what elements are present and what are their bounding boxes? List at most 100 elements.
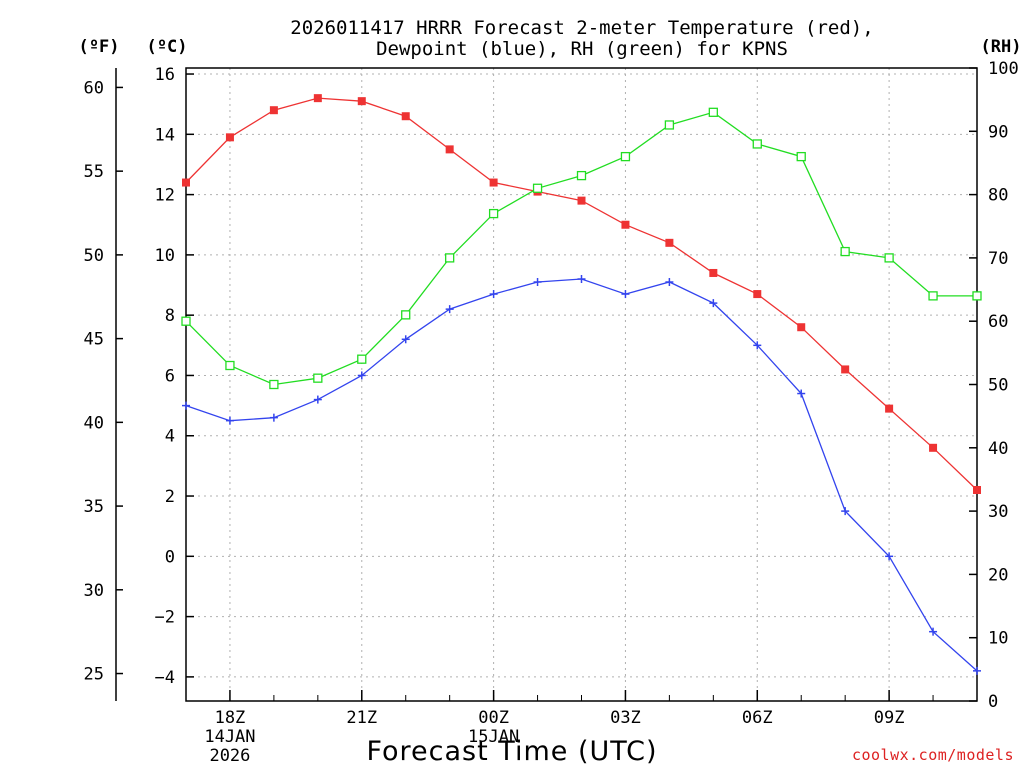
celsius-tick-label: −4 — [155, 668, 175, 688]
fahrenheit-tick-label: 60 — [84, 78, 104, 98]
temperature-point — [973, 486, 981, 494]
fahrenheit-tick-label: 50 — [84, 246, 104, 266]
rh-tick-label: 10 — [988, 629, 1008, 649]
temperature-line — [185, 97, 978, 491]
temperature-point — [401, 112, 410, 121]
x-tick-label: 03Z — [610, 708, 641, 728]
rh-point — [488, 208, 499, 219]
dewpoint-point — [885, 552, 894, 561]
x-tick-date: 15JAN — [468, 727, 519, 747]
rh-tick-label: 90 — [988, 122, 1008, 142]
x-tick-year: 2026 — [209, 746, 250, 766]
rh-point — [620, 151, 631, 162]
dewpoint-point — [401, 335, 410, 344]
x-tick-label: 00Z — [478, 708, 509, 728]
temperature-point — [621, 220, 630, 229]
fahrenheit-tick-label: 40 — [84, 413, 104, 433]
rh-point — [576, 170, 587, 181]
celsius-unit-label: (ºC) — [147, 37, 188, 57]
dewpoint-point — [929, 627, 938, 636]
temperature-point — [665, 238, 674, 247]
dewpoint-point — [753, 341, 762, 350]
temperature-point — [753, 290, 762, 299]
series-layer — [181, 94, 982, 675]
dewpoint-point — [445, 305, 454, 314]
rh-point — [313, 373, 323, 383]
rh-point — [445, 253, 455, 263]
rh-tick-label: 20 — [988, 565, 1008, 585]
temperature-point — [577, 196, 586, 205]
temperature-point — [182, 178, 190, 187]
rh-point — [928, 291, 938, 301]
dewpoint-point — [841, 507, 850, 516]
temperature-point — [225, 133, 234, 142]
x-tick-label: 21Z — [346, 708, 377, 728]
rh-point — [708, 107, 718, 117]
celsius-tick-label: 10 — [155, 246, 175, 266]
dewpoint-point — [225, 416, 234, 425]
rh-point — [884, 253, 894, 263]
celsius-tick-label: 14 — [155, 125, 175, 145]
rh-tick-label: 40 — [988, 439, 1008, 459]
temperature-point — [929, 443, 938, 452]
rh-point — [225, 360, 235, 371]
celsius-tick-label: 2 — [165, 487, 175, 507]
celsius-tick-label: 0 — [165, 547, 175, 567]
x-tick-date: 14JAN — [204, 727, 255, 747]
rh-point — [401, 310, 411, 320]
rh-line — [185, 111, 977, 386]
chart-subtitle: Dewpoint (blue), RH (green) for KPNS — [376, 38, 788, 60]
rh-point — [840, 246, 850, 257]
temperature-point — [313, 94, 322, 103]
rh-tick-label: 50 — [988, 376, 1008, 396]
rh-point — [269, 379, 279, 390]
rh-tick-label: 70 — [988, 249, 1008, 269]
rh-tick-label: 60 — [988, 312, 1008, 332]
fahrenheit-axis: 60 55 50 45 40 35 30 25 — [84, 78, 123, 685]
temperature-point — [885, 404, 894, 413]
temperature-point — [445, 145, 454, 154]
x-tick-label: 09Z — [874, 708, 905, 728]
dewpoint-point — [489, 290, 498, 299]
gridlines — [186, 68, 977, 701]
dewpoint-point — [313, 395, 322, 404]
celsius-tick-label: 6 — [165, 366, 175, 386]
temperature-point — [841, 365, 850, 374]
credit-text: coolwx.com/models — [852, 746, 1014, 764]
rh-point — [532, 183, 543, 193]
dewpoint-point — [533, 278, 542, 287]
celsius-tick-label: −2 — [155, 608, 175, 628]
rh-tick-label: 30 — [988, 502, 1008, 522]
rh-point — [181, 316, 191, 326]
dewpoint-point — [797, 389, 806, 398]
temperature-point — [489, 178, 498, 187]
dewpoint-line — [185, 278, 978, 672]
rh-point — [796, 151, 806, 162]
fahrenheit-tick-label: 30 — [84, 581, 104, 601]
rh-point — [357, 354, 367, 364]
celsius-tick-label: 4 — [165, 427, 175, 447]
temperature-point — [797, 323, 806, 332]
temperature-point — [357, 97, 366, 106]
celsius-tick-label: 16 — [155, 65, 175, 85]
dewpoint-point — [269, 413, 278, 422]
plot-frame — [185, 67, 978, 702]
rh-tick-label: 80 — [988, 186, 1008, 206]
x-axis-title: Forecast Time (UTC) — [366, 736, 657, 767]
dewpoint-point — [665, 278, 674, 287]
dewpoint-point — [709, 299, 718, 308]
celsius-tick-label: 8 — [165, 306, 175, 326]
x-tick-label: 18Z — [215, 708, 246, 728]
fahrenheit-unit-label: (ºF) — [79, 37, 120, 57]
fahrenheit-tick-label: 25 — [84, 665, 104, 685]
chart-title: 2026011417 HRRR Forecast 2-meter Tempera… — [290, 17, 873, 39]
rh-unit-label: (RH) — [981, 37, 1022, 57]
dewpoint-point — [973, 666, 981, 675]
rh-tick-label: 0 — [988, 692, 998, 712]
rh-tick-label: 100 — [988, 59, 1019, 79]
fahrenheit-tick-label: 45 — [84, 330, 104, 350]
celsius-axis: 16 14 12 10 8 6 4 2 0 −2 −4 — [155, 65, 194, 688]
